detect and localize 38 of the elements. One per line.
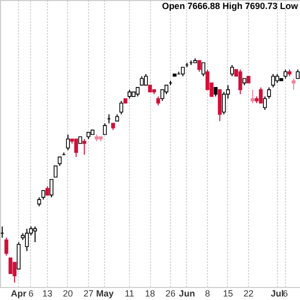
candlestick [230, 64, 234, 77]
candlestick [250, 89, 254, 104]
candlestick [144, 73, 148, 86]
x-tick-label: Jun [178, 288, 195, 298]
candlestick [4, 237, 8, 256]
x-tick-label: Apr [10, 288, 27, 298]
candlestick [160, 89, 164, 102]
x-tick-label: Jul [270, 288, 284, 298]
x-tick-label: 8 [204, 288, 210, 298]
x-tick-label: 27 [83, 288, 94, 298]
x-tick-label: 6 [28, 288, 34, 298]
candlestick [8, 257, 12, 274]
candlestick [33, 226, 37, 243]
candlestick [271, 73, 276, 88]
candlestick [119, 100, 124, 115]
candlestick [54, 166, 58, 178]
x-tick-label: 18 [144, 288, 156, 298]
x-tick-label: May [96, 288, 114, 298]
candlestick [238, 69, 242, 95]
candlestick [201, 62, 206, 77]
candlestick [74, 138, 78, 158]
x-tick-label: 13 [42, 288, 52, 298]
x-tick-label: 26 [166, 288, 176, 298]
candlestick [102, 122, 107, 136]
candlestick [292, 78, 296, 90]
candlestick [258, 86, 263, 104]
candlestick [12, 262, 16, 284]
x-tick-label: 22 [243, 288, 254, 298]
x-tick-label: 11 [124, 288, 134, 298]
x-tick-label: 6 [282, 288, 288, 298]
candlestick [197, 60, 202, 72]
candlestick [50, 178, 54, 198]
candlestick [82, 138, 86, 156]
text: Open 7666.88 High 7690.73 Low [162, 1, 299, 11]
candlestick [66, 134, 70, 151]
x-tick-label: 20 [62, 288, 73, 298]
candlestick [24, 228, 29, 252]
x-tick-label: 15 [222, 288, 233, 298]
